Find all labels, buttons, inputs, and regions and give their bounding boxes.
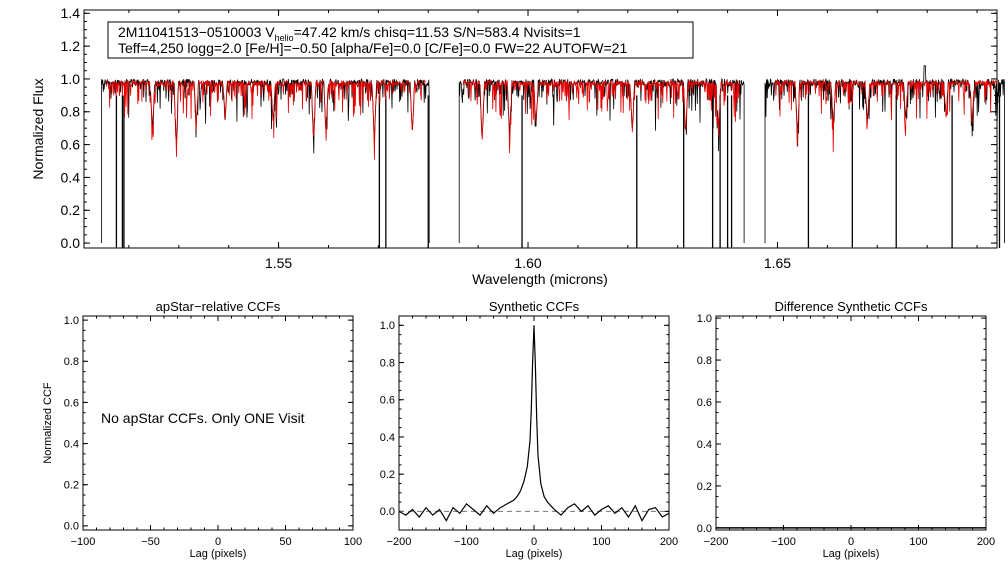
apstar-ccf-ylabel: Normalized CCF [42, 382, 54, 464]
synthetic-ccf-axes: −200 −100 0 100 200 0.0 0.2 0.4 0.6 0.8 1.0 [380, 315, 678, 548]
difference-ccf-ytick-label: 1.0 [697, 313, 712, 325]
no-ccf-message: No apStar CCFs. Only ONE Visit [101, 410, 305, 426]
apstar-ccf-xtick-label: 0 [215, 536, 221, 548]
spectrum-ytick-label: 1.0 [61, 71, 81, 87]
apstar-ccf-ytick-label: 1.0 [64, 315, 79, 327]
apstar-ccf-ytick-label: 0.4 [64, 438, 79, 450]
difference-ccf-xtick-label: −200 [704, 536, 729, 548]
observed-spectrum-chip-2 [458, 77, 745, 244]
synthetic-ccf-xtick-label: −100 [454, 536, 479, 548]
difference-ccf-xlabel: Lag (pixels) [823, 548, 880, 560]
synthetic-ccf-ytick-label: 0.0 [380, 506, 395, 518]
synthetic-ccf-ytick-label: 0.2 [380, 469, 395, 481]
spectrum-annotation-box: 2M11041513−0510003 Vhelio=47.42 km/s chi… [107, 21, 694, 59]
spectrum-ytick-label: 1.2 [61, 38, 81, 54]
apstar-ccf-axes: −100 −50 0 50 100 0.0 0.2 0.4 0.6 0.8 1.0 [64, 315, 362, 548]
spectrum-ytick-label: 1.4 [61, 5, 81, 21]
spectrum-xlabel: Wavelength (microns) [472, 271, 608, 287]
difference-ccf-ytick-label: 0.6 [697, 397, 712, 409]
synthetic-ccf-ytick-label: 0.4 [380, 432, 395, 444]
model-spectrum-chip-1 [106, 79, 426, 160]
synthetic-ccf-xtick-label: 100 [592, 536, 610, 548]
difference-ccf-panel: −200 −100 0 100 200 0.0 0.2 0.4 0.6 0.8 1.0 Differ… [697, 299, 995, 560]
synthetic-ccf-xlabel: Lag (pixels) [506, 548, 563, 560]
spectrum-xtick-label: 1.55 [265, 255, 292, 271]
spectrum-ytick-label: 0.6 [61, 136, 81, 152]
synthetic-ccf-panel: −200 −100 0 100 200 0.0 0.2 0.4 0.6 0.8 1.0 Synthe… [380, 299, 678, 560]
difference-ccf-ytick-label: 0.2 [697, 481, 712, 493]
apstar-ccf-title: apStar−relative CCFs [156, 299, 281, 314]
annotation-line-2: Teff=4,250 logg=2.0 [Fe/H]=−0.50 [alpha/… [118, 40, 627, 56]
apstar-ccf-ytick-label: 0.8 [64, 356, 79, 368]
synthetic-ccf-curve [398, 325, 670, 522]
synthetic-ccf-xtick-label: 200 [660, 536, 678, 548]
synthetic-ccf-lines [398, 325, 670, 522]
apstar-ccf-xtick-label: 50 [279, 536, 291, 548]
apstar-ccf-xlabel: Lag (pixels) [190, 548, 247, 560]
apstar-ccf-xtick-label: 100 [344, 536, 362, 548]
synthetic-ccf-ytick-label: 1.0 [380, 320, 395, 332]
apstar-ccf-ytick-label: 0.6 [64, 397, 79, 409]
spectrum-ytick-label: 0.2 [61, 202, 81, 218]
annotation-line-1: 2M11041513−0510003 Vhelio=47.42 km/s chi… [118, 24, 581, 43]
difference-ccf-frame [715, 315, 987, 531]
difference-ccf-xtick-label: 100 [909, 536, 927, 548]
spectrum-ytick-label: 0.0 [61, 235, 81, 251]
difference-ccf-xtick-label: −100 [771, 536, 796, 548]
apstar-ccf-xtick-label: −100 [71, 536, 96, 548]
spectrum-ytick-label: 0.8 [61, 104, 81, 120]
model-spectrum-chip-2 [462, 79, 741, 154]
difference-ccf-xtick-label: 200 [977, 536, 995, 548]
spectrum-axes: 1.55 1.60 1.65 0.0 0.2 0.4 0.6 0.8 1.0 1.2 1.4 [61, 5, 997, 271]
synthetic-ccf-xtick-label: 0 [531, 536, 537, 548]
difference-ccf-ytick-label: 0.4 [697, 439, 712, 451]
apstar-ccf-xtick-label: −50 [141, 536, 160, 548]
difference-ccf-ytick-label: 0.0 [697, 523, 712, 535]
synthetic-ccf-xtick-label: −200 [387, 536, 412, 548]
spectrum-panel: 1.55 1.60 1.65 0.0 0.2 0.4 0.6 0.8 1.0 1.2 1.4 Wav… [30, 5, 1005, 287]
spectrum-plot-frame [83, 9, 998, 249]
spectrum-xtick-label: 1.60 [514, 255, 541, 271]
apstar-ccf-ytick-label: 0.0 [64, 521, 79, 533]
model-spectrum-chip-3 [774, 79, 998, 153]
spectrum-xtick-label: 1.65 [764, 255, 791, 271]
difference-ccf-title: Difference Synthetic CCFs [775, 299, 928, 314]
spectrum-ylabel: Normalized Flux [30, 78, 46, 179]
synthetic-ccf-title: Synthetic CCFs [489, 299, 580, 314]
synthetic-ccf-frame [398, 315, 670, 531]
spectrum-ytick-label: 0.4 [61, 169, 81, 185]
synthetic-ccf-ytick-label: 0.8 [380, 357, 395, 369]
model-spectrum [106, 79, 998, 160]
synthetic-ccf-ytick-label: 0.6 [380, 395, 395, 407]
apstar-ccf-ytick-label: 0.2 [64, 480, 79, 492]
vhelio-subscript: helio [275, 33, 294, 43]
difference-ccf-axes: −200 −100 0 100 200 0.0 0.2 0.4 0.6 0.8 1.0 [697, 313, 995, 548]
apstar-ccf-panel: −100 −50 0 50 100 0.0 0.2 0.4 0.6 0.8 1.0 apStar−r… [42, 299, 362, 560]
difference-ccf-xtick-label: 0 [848, 536, 854, 548]
difference-ccf-ytick-label: 0.8 [697, 355, 712, 367]
